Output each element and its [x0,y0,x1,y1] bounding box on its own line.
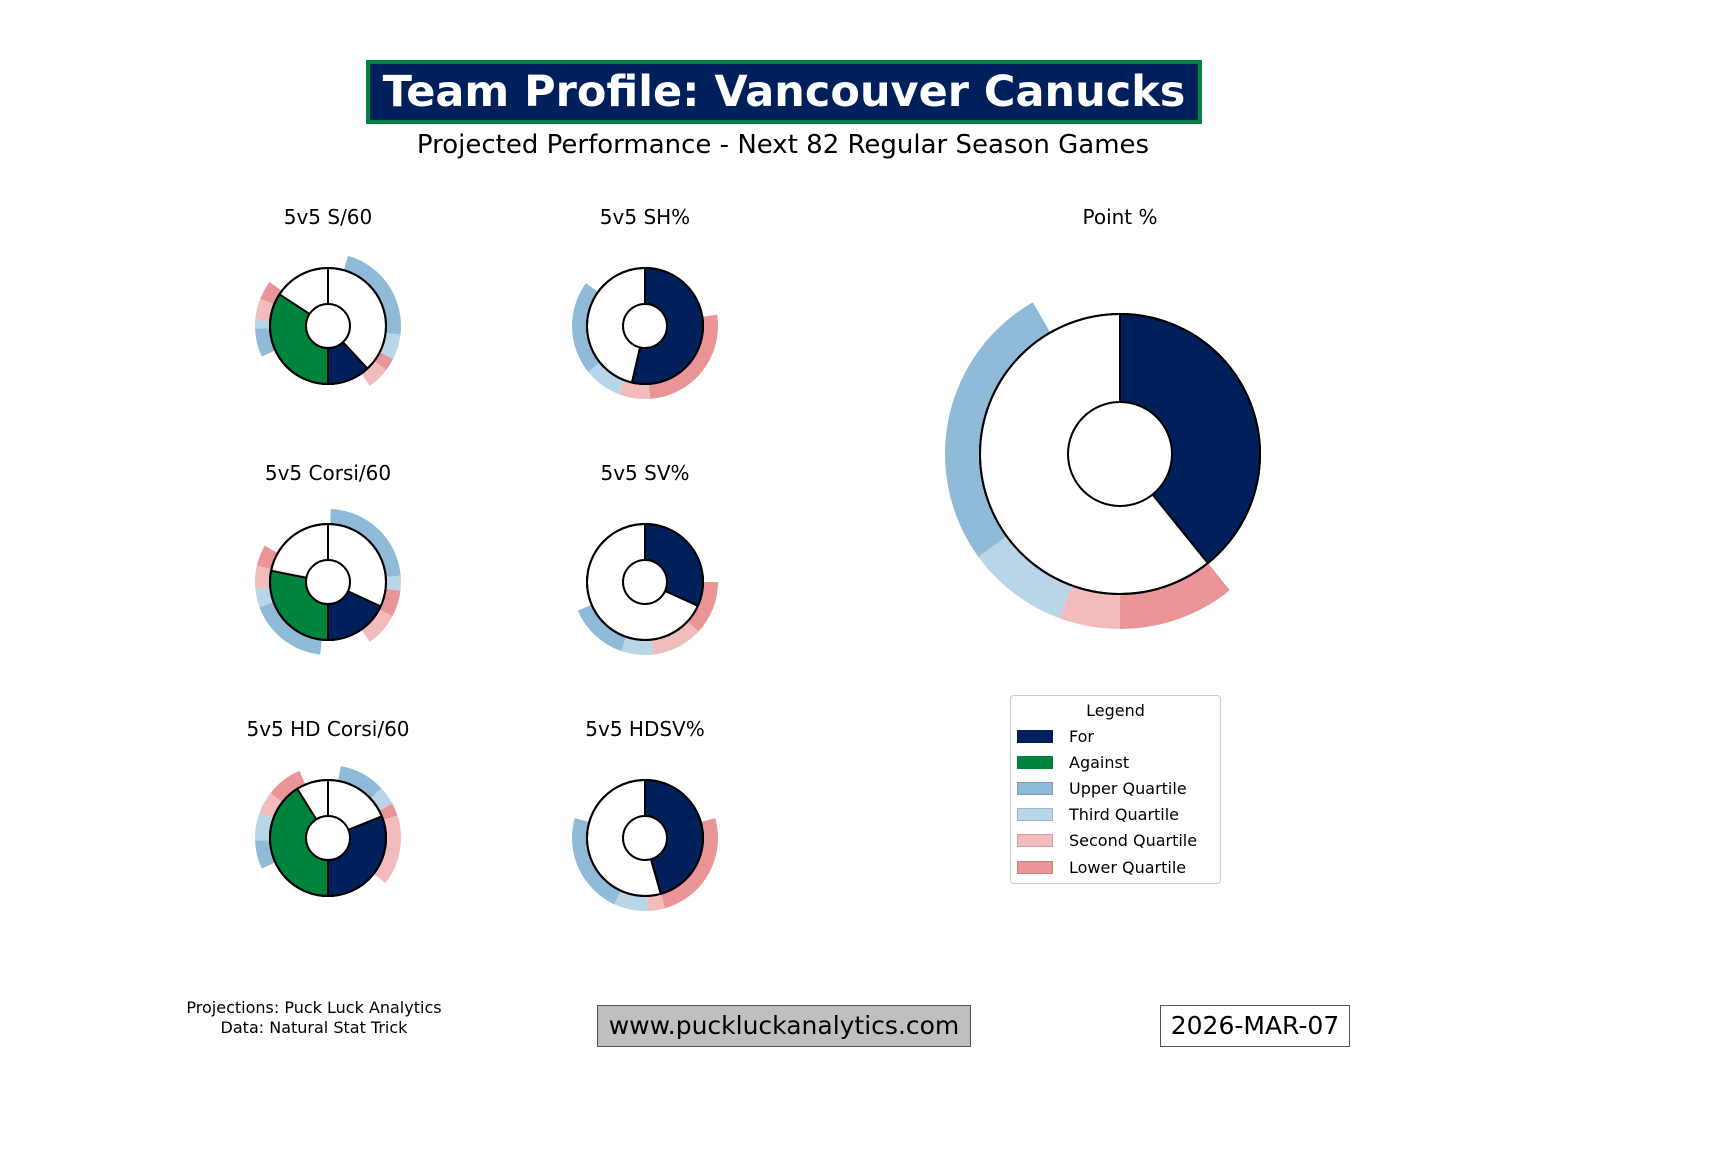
legend-label: Against [1069,752,1130,772]
chart-title: 5v5 HD Corsi/60 [246,717,409,741]
page-subtitle: Projected Performance - Next 82 Regular … [416,130,1150,160]
donut-hole [622,815,668,861]
credits: Projections: Puck Luck Analytics Data: N… [150,998,478,1038]
donut-outline [269,779,387,897]
donut-outline [586,267,704,385]
ring-segment-lower [649,314,718,399]
donut-hole [622,559,668,605]
legend-title: Legend [1086,701,1145,720]
ring-segment-second [1059,585,1120,629]
ring-segment-lower [1120,562,1230,629]
ring-segment-second [361,360,387,386]
chart-title: 5v5 SH% [600,205,690,229]
ring-segment-upper [577,604,627,651]
ring-segment-third [621,636,653,656]
ring-segment-second [361,609,393,642]
ring-segment-third [255,587,274,608]
legend-swatch-for [1017,729,1053,743]
date-label: 2026-MAR-07 [1160,1005,1350,1047]
data-credit: Data: Natural Stat Trick [220,1018,408,1037]
donut-hole [1067,401,1173,507]
ring-segment-third [385,575,401,591]
ring-segment-second [254,565,272,589]
legend-label: Third Quartile [1069,805,1180,825]
legend-item-upper: Upper Quartile [1011,775,1220,801]
chart-title: 5v5 S/60 [284,205,373,229]
value-divider [650,858,662,895]
donut-outline [586,779,704,897]
ring-segment-second [373,815,401,884]
ring-segment-second [651,621,699,655]
legend-swatch-upper [1017,781,1053,795]
donut-outline [979,313,1261,595]
ring-segment-second [255,298,275,321]
chart-title: Point % [1082,205,1157,229]
value-divider [631,347,642,383]
ring-segment-lower [270,770,306,803]
ring-segment-upper [259,601,322,655]
ring-segment-lower [687,582,718,632]
legend-swatch-lower [1017,860,1053,874]
donut-outline [269,523,387,641]
ring-segment-second [259,792,283,819]
legend-item-third: Third Quartile [1011,802,1220,828]
ring-segment-third [614,890,648,911]
chart-title: 5v5 HDSV% [585,717,704,741]
ring-segment-upper [572,818,621,905]
projections-credit: Projections: Puck Luck Analytics [186,998,442,1017]
ring-segment-upper [571,283,600,372]
ring-segment-third [588,362,625,395]
ring-segment-upper [330,509,401,577]
donut-outline [269,267,387,385]
legend-item-against: Against [1011,749,1220,775]
legend-label: For [1069,726,1094,746]
ring-segment-third [255,319,271,329]
legend-label: Lower Quartile [1069,857,1187,877]
value-divider [1151,493,1209,564]
ring-segment-third [255,812,274,841]
donut-hole [622,303,668,349]
ring-segment-upper [945,302,1051,557]
legend-item-lower: Lower Quartile [1011,854,1220,880]
ring-segment-upper [338,766,382,799]
donut-hole [305,559,351,605]
website-url[interactable]: www.puckluckanalytics.com [597,1005,971,1047]
donut-hole [305,815,351,861]
legend-swatch-against [1017,755,1053,769]
legend-label: Upper Quartile [1069,778,1187,798]
ring-segment-third [978,536,1072,619]
legend-label: Second Quartile [1069,831,1198,851]
legend-item-for: For [1011,723,1220,749]
value-divider [664,590,699,607]
legend: Legend For Against Upper Quartile Third Qua… [1010,695,1221,884]
ring-segment-lower [379,803,398,821]
legend-item-second: Second Quartile [1011,828,1220,854]
chart-title: 5v5 Corsi/60 [265,461,391,485]
page-title: Team Profile: Vancouver Canucks [366,60,1202,124]
legend-swatch-second [1017,834,1053,848]
donut-hole [305,303,351,349]
ring-segment-lower [374,352,394,371]
donut-outline [586,523,704,641]
ring-segment-second [647,893,665,911]
chart-title: 5v5 SV% [600,461,689,485]
legend-swatch-third [1017,808,1053,822]
